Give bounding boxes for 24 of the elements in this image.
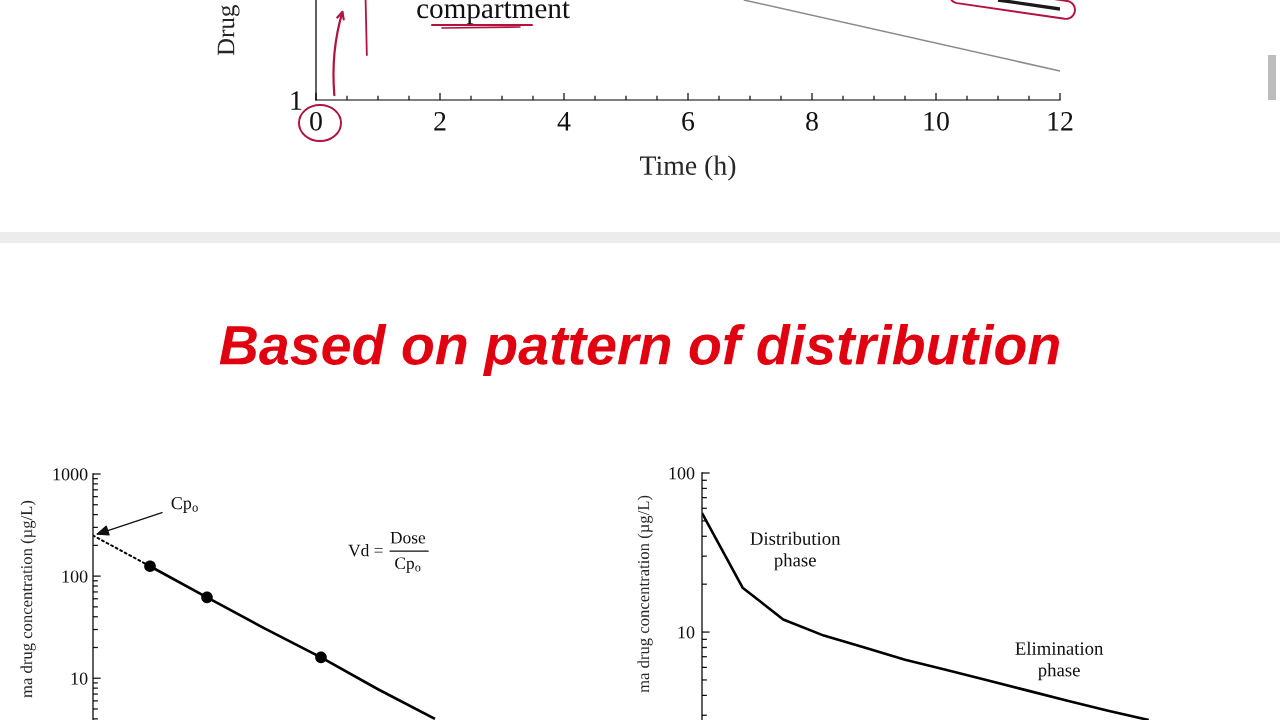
- text: 1: [291, 91, 302, 110]
- text: Based on pattern of distribution: [219, 324, 1059, 376]
- y-tick-label: 1000: [53, 468, 88, 481]
- y-axis-title: ma drug concentration (µg/L): [20, 500, 36, 698]
- y-axis-title: ma drug concentration (µg/L): [637, 495, 653, 693]
- x-tick-label: 0: [310, 111, 322, 131]
- annotation: Cp$_{o}$: [171, 497, 198, 513]
- x-tick-label: 10: [924, 111, 949, 131]
- annotation: Cp$_{o}$: [395, 557, 421, 573]
- x-tick-label: 6: [682, 111, 695, 131]
- x-tick-label: 2: [434, 111, 446, 131]
- y-tick-label: 100: [62, 570, 88, 583]
- annotation: Vd =: [348, 544, 383, 557]
- x-tick-label: 8: [806, 111, 818, 131]
- annotation: Dose: [390, 532, 426, 544]
- y-tick-label: 10: [71, 672, 88, 685]
- annotation: Elimination phase: [1015, 641, 1104, 681]
- y-axis-title: Drug: [217, 5, 240, 56]
- annotation: Distribution phase: [750, 531, 841, 571]
- x-tick-label: 4: [557, 112, 571, 131]
- y-tick-label: 100: [669, 467, 695, 480]
- x-tick-label: 12: [1048, 111, 1073, 131]
- x-axis-title: Time (h): [640, 155, 736, 181]
- annotation: compartment: [417, 1, 570, 25]
